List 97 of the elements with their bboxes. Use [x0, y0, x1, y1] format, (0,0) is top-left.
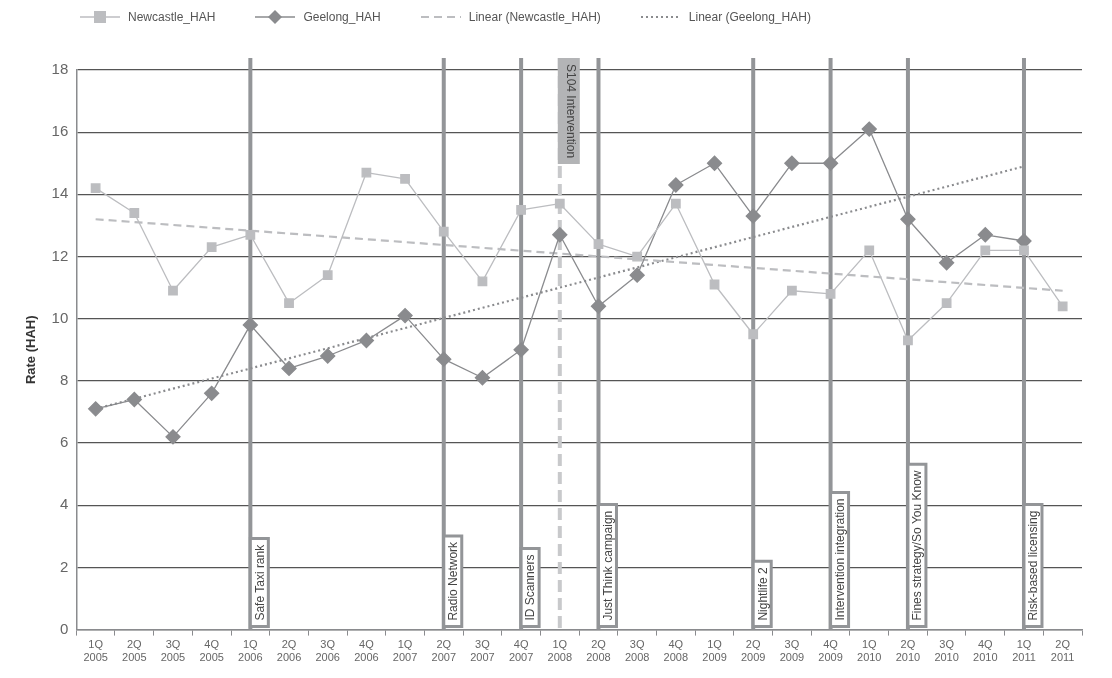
point: [397, 307, 413, 324]
y-tick-label: 2: [59, 557, 69, 575]
point: [552, 227, 568, 243]
x-tick-label: 2Q 2008: [586, 638, 611, 664]
x-tick-label: 3Q 2005: [160, 638, 186, 664]
y-tick-label: 14: [51, 184, 69, 202]
point: [165, 429, 181, 445]
ref-line-label: Fines strategy/So You Know: [910, 470, 925, 621]
point: [787, 285, 797, 296]
point: [822, 155, 839, 171]
point: [706, 155, 723, 171]
ref-line-label: Risk-based licensing: [1026, 510, 1041, 621]
x-tick-label: 2Q 2010: [895, 638, 921, 664]
point: [668, 177, 684, 193]
point: [900, 211, 916, 227]
x-tick-label: 3Q 2007: [470, 638, 495, 664]
point: [784, 155, 800, 171]
x-tick-label: 2Q 2009: [740, 638, 766, 664]
ref-line-label: Intervention integration: [832, 498, 847, 621]
x-tick-label: 3Q 2006: [315, 638, 340, 664]
legend-label: Geelong_HAH: [303, 10, 381, 24]
point: [90, 183, 101, 194]
y-tick-label: 4: [59, 495, 69, 513]
point: [632, 251, 643, 262]
x-tick-label: 1Q 2005: [83, 638, 108, 664]
x-tick-label: 1Q 2009: [702, 638, 727, 664]
point: [864, 245, 875, 256]
x-tick-label: 3Q 2010: [934, 638, 959, 664]
ref-line-label: S104 Intervention: [564, 64, 579, 159]
point: [284, 298, 294, 309]
point: [436, 351, 452, 367]
point: [204, 385, 220, 401]
x-tick-label: 3Q 2009: [779, 638, 805, 664]
point: [516, 205, 527, 215]
point: [129, 208, 140, 218]
point: [670, 198, 681, 209]
point: [941, 298, 952, 309]
x-tick-label: 1Q 2008: [547, 638, 573, 664]
x-tick-label: 4Q 2006: [354, 638, 379, 664]
point: [126, 391, 142, 408]
point: [629, 267, 645, 283]
x-tick-label: 2Q 2011: [1050, 638, 1075, 664]
point: [320, 348, 336, 364]
y-axis-title: Rate (HAH): [23, 315, 39, 385]
x-tick-label: 4Q 2009: [818, 638, 843, 664]
y-tick-label: 0: [59, 619, 69, 637]
x-tick-label: 3Q 2008: [624, 638, 650, 664]
point: [861, 121, 877, 137]
point: [1019, 245, 1029, 256]
ref-line-label: ID Scanners: [523, 554, 538, 621]
point: [590, 298, 607, 314]
x-tick-label: 4Q 2010: [973, 638, 998, 664]
point: [980, 245, 991, 256]
x-tick-label: 2Q 2005: [122, 638, 147, 664]
point: [748, 329, 759, 340]
legend-label: Newcastle_HAH: [128, 10, 216, 24]
point: [938, 255, 955, 271]
point: [281, 360, 297, 377]
point: [903, 335, 913, 346]
x-tick-label: 4Q 2007: [508, 638, 534, 664]
x-tick-label: 2Q 2006: [276, 638, 302, 664]
point: [322, 270, 333, 281]
x-tick-label: 2Q 2007: [431, 638, 456, 664]
x-tick-label: 4Q 2005: [199, 638, 224, 664]
point: [87, 401, 104, 417]
point: [1057, 301, 1068, 312]
point: [245, 229, 256, 240]
point: [474, 370, 491, 386]
point: [400, 173, 410, 184]
point: [168, 285, 178, 296]
y-tick-label: 10: [51, 308, 69, 326]
y-tick-label: 16: [51, 122, 69, 140]
point: [593, 239, 604, 249]
ref-line-label: Safe Taxi rank: [252, 543, 267, 621]
ref-line-label: Nightlife 2: [755, 566, 770, 621]
point: [745, 208, 761, 224]
x-tick-label: 1Q 2006: [238, 638, 263, 664]
point: [977, 227, 993, 243]
y-tick-label: 12: [51, 246, 69, 264]
point: [242, 317, 258, 333]
ref-line-label: Radio Network: [446, 540, 461, 621]
point: [206, 242, 217, 253]
x-tick-label: 1Q 2010: [857, 638, 882, 664]
x-tick-label: 1Q 2011: [1012, 638, 1036, 664]
y-tick-label: 6: [59, 433, 69, 451]
x-tick-label: 1Q 2007: [392, 638, 418, 664]
ref-line-label: Just Think campaign: [600, 510, 615, 621]
point: [358, 332, 375, 349]
legend-label: Linear (Newcastle_HAH): [468, 10, 601, 24]
point: [554, 198, 565, 209]
point: [825, 288, 836, 299]
y-tick-label: 8: [59, 371, 69, 389]
point: [513, 342, 529, 358]
x-tick-label: 4Q 2008: [663, 638, 689, 664]
point: [438, 226, 449, 237]
legend-label: Linear (Geelong_HAH): [688, 10, 811, 24]
y-tick-label: 18: [51, 60, 69, 78]
